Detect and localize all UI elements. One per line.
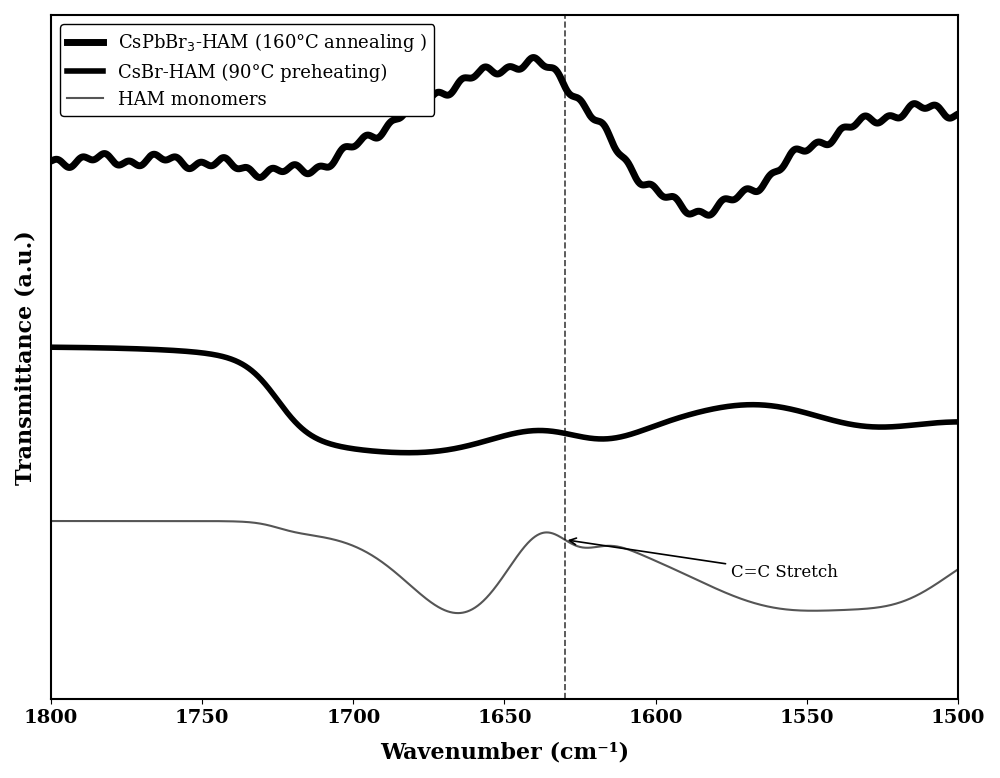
Text: C=C Stretch: C=C Stretch	[569, 538, 838, 581]
X-axis label: Wavenumber (cm⁻¹): Wavenumber (cm⁻¹)	[380, 741, 629, 763]
Y-axis label: Transmittance (a.u.): Transmittance (a.u.)	[15, 230, 37, 485]
Legend: CsPbBr$_3$-HAM (160°C annealing ), CsBr-HAM (90°C preheating), HAM monomers: CsPbBr$_3$-HAM (160°C annealing ), CsBr-…	[60, 24, 434, 116]
